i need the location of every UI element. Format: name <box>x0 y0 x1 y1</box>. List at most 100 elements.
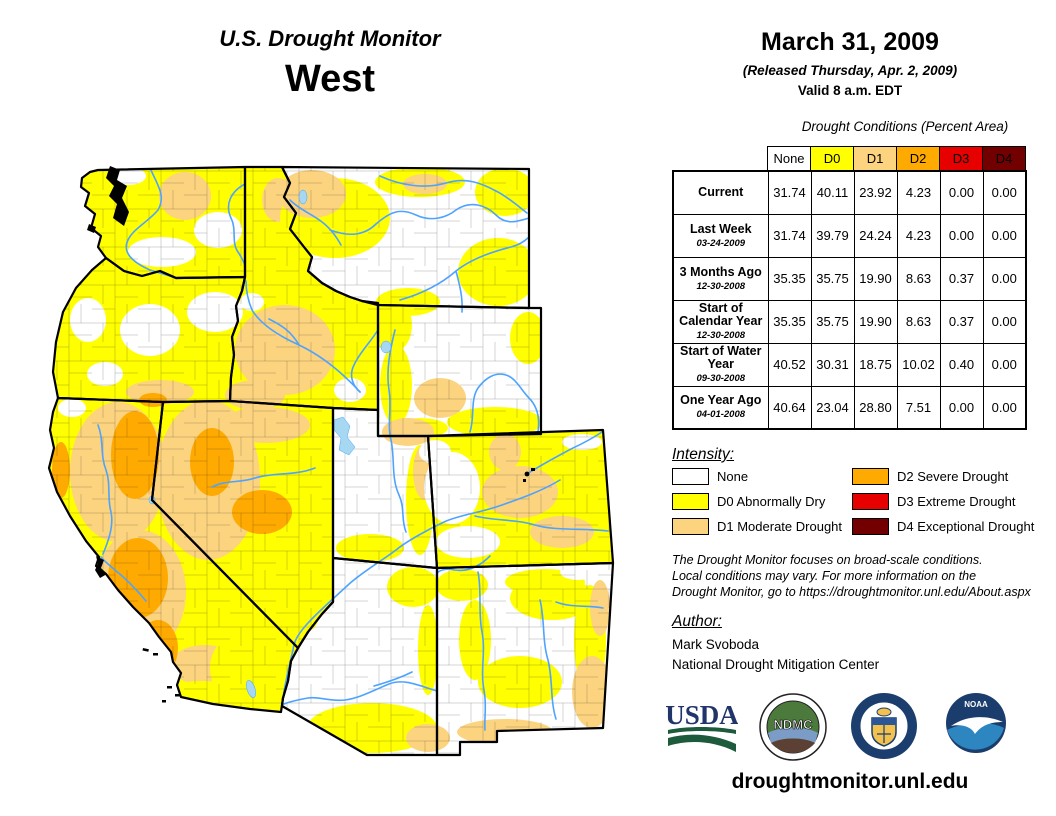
denver-urban-area <box>524 471 530 477</box>
table-cell: 0.00 <box>982 385 1027 430</box>
col-d3: D3 <box>939 146 983 171</box>
legend-item-d2: D2 Severe Drought <box>852 468 1008 485</box>
legend-item-d0: D0 Abnormally Dry <box>672 493 825 510</box>
d2-swatch <box>852 468 889 485</box>
d0-swatch <box>672 493 709 510</box>
legend-item-d4: D4 Exceptional Drought <box>852 518 1034 535</box>
row-label: 3 Months Ago <box>679 264 762 279</box>
disclaimer-text: The Drought Monitor focuses on broad-sca… <box>672 552 1031 600</box>
date-header: March 31, 2009 (Released Thursday, Apr. … <box>700 28 1000 98</box>
table-cell: 10.02 <box>896 342 941 387</box>
table-row: Current 31.74 40.11 23.92 4.23 0.00 0.00 <box>672 170 1027 215</box>
yellowstone-lake <box>380 340 392 354</box>
page-title: U.S. Drought Monitor West <box>60 26 600 101</box>
table-cell: 0.00 <box>982 256 1027 301</box>
row-label: Current <box>698 185 744 200</box>
table-cell: 4.23 <box>896 213 941 258</box>
released-date: (Released Thursday, Apr. 2, 2009) <box>742 63 958 78</box>
table-cell: 18.75 <box>853 342 898 387</box>
commerce-seal-logo <box>851 693 917 759</box>
drought-map <box>47 165 615 757</box>
col-d2: D2 <box>896 146 940 171</box>
noaa-logo: NOAA <box>946 693 1006 753</box>
table-cell: 0.40 <box>939 342 984 387</box>
legend-label: D2 Severe Drought <box>897 469 1009 484</box>
table-cell: 40.64 <box>767 385 812 430</box>
svg-text:NOAA: NOAA <box>964 700 988 709</box>
author-org: National Drought Mitigation Center <box>672 657 880 672</box>
table-cell: 23.92 <box>853 170 898 215</box>
table-row: Start of Calendar Year 12-30-2008 35.35 3… <box>672 299 1027 344</box>
disclaimer-line: Drought Monitor, go to https://droughtmo… <box>672 585 1031 599</box>
table-row: Start of Water Year 09-30-2008 40.52 30.3… <box>672 342 1027 387</box>
puget-sound <box>106 166 129 226</box>
disclaimer-line: Local conditions may vary. For more info… <box>672 569 977 583</box>
ndmc-logo: NDMC <box>759 693 827 761</box>
d3-swatch <box>852 493 889 510</box>
table-caption: Drought Conditions (Percent Area) <box>801 119 1009 134</box>
table-cell: 0.00 <box>982 299 1027 344</box>
table-cell: 35.35 <box>767 256 812 301</box>
table-cell: 39.79 <box>810 213 855 258</box>
row-label: One Year Ago <box>680 393 762 408</box>
table-cell: 0.00 <box>939 170 984 215</box>
col-d4: D4 <box>982 146 1026 171</box>
table-cell: 35.35 <box>767 299 812 344</box>
d1-swatch <box>672 518 709 535</box>
svg-text:NDMC: NDMC <box>774 717 814 732</box>
table-cell: 40.11 <box>810 170 855 215</box>
table-cell: 19.90 <box>853 299 898 344</box>
table-cell: 8.63 <box>896 299 941 344</box>
flathead-lake <box>298 189 308 205</box>
row-date: 04-01-2008 <box>696 409 746 421</box>
conditions-table: Current 31.74 40.11 23.92 4.23 0.00 0.00… <box>672 170 1027 430</box>
table-cell: 0.00 <box>939 213 984 258</box>
table-cell: 0.37 <box>939 256 984 301</box>
website-url: droughtmonitor.unl.edu <box>731 770 969 793</box>
table-cell: 19.90 <box>853 256 898 301</box>
title-kicker: U.S. Drought Monitor <box>219 26 441 51</box>
legend-item-d1: D1 Moderate Drought <box>672 518 842 535</box>
legend-label: D3 Extreme Drought <box>897 494 1016 509</box>
row-label: Start of Water Year <box>680 344 762 371</box>
drought-area-overlay <box>49 167 613 755</box>
table-cell: 0.37 <box>939 299 984 344</box>
row-label: Last Week <box>689 221 752 236</box>
none-swatch <box>672 468 709 485</box>
col-d1: D1 <box>853 146 897 171</box>
title-region: West <box>284 58 376 100</box>
table-cell: 35.75 <box>810 256 855 301</box>
legend-label: None <box>717 469 749 484</box>
rivers <box>97 167 609 731</box>
table-cell: 23.04 <box>810 385 855 430</box>
table-cell: 7.51 <box>896 385 941 430</box>
col-d0: D0 <box>810 146 854 171</box>
valid-time: Valid 8 a.m. EDT <box>797 83 903 98</box>
table-cell: 31.74 <box>767 213 812 258</box>
row-date: 12-30-2008 <box>696 280 746 292</box>
legend-item-d3: D3 Extreme Drought <box>852 493 1016 510</box>
legend-label: D0 Abnormally Dry <box>717 494 826 509</box>
county-lines <box>49 167 613 755</box>
table-cell: 0.00 <box>982 213 1027 258</box>
table-cell: 40.52 <box>767 342 812 387</box>
conditions-table-header: None D0 D1 D2 D3 D4 <box>767 146 1026 171</box>
legend-heading: Intensity: <box>672 446 735 463</box>
usda-logo: USDA <box>666 700 738 752</box>
lakes <box>148 189 392 698</box>
row-date: 12-30-2008 <box>696 330 746 341</box>
table-cell: 24.24 <box>853 213 898 258</box>
row-date: 09-30-2008 <box>696 373 746 384</box>
col-none: None <box>767 146 811 171</box>
salton-sea <box>246 680 256 698</box>
table-row: 3 Months Ago 12-30-2008 35.35 35.75 19.90… <box>672 256 1027 301</box>
table-cell: 0.00 <box>939 385 984 430</box>
disclaimer-line: The Drought Monitor focuses on broad-sca… <box>672 553 983 567</box>
table-row: Last Week 03-24-2009 31.74 39.79 24.24 4.… <box>672 213 1027 258</box>
row-label: Start of Calendar Year <box>679 301 763 328</box>
table-cell: 4.23 <box>896 170 941 215</box>
row-date: 03-24-2009 <box>696 237 746 249</box>
table-cell: 30.31 <box>810 342 855 387</box>
table-cell: 8.63 <box>896 256 941 301</box>
